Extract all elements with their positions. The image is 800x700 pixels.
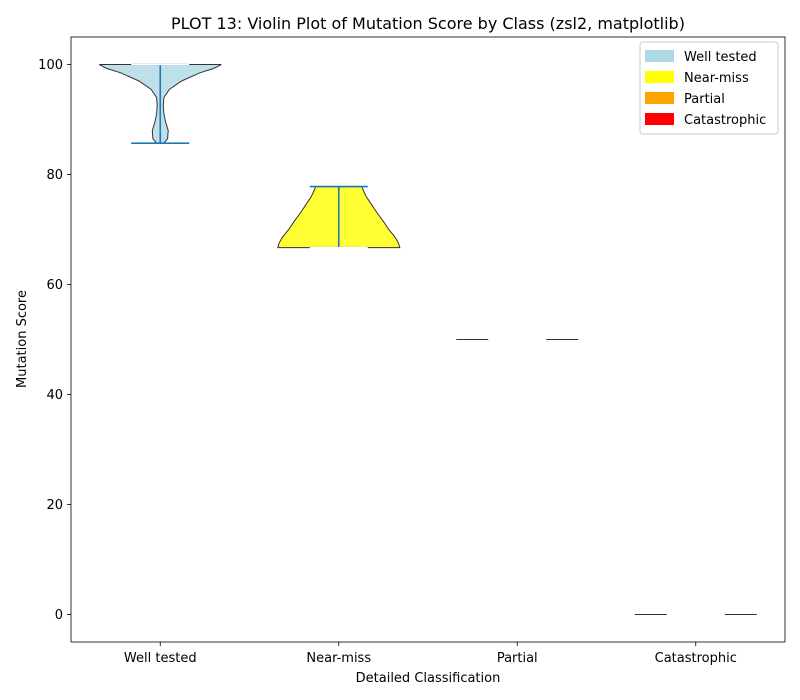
y-tick-label: 60 — [46, 278, 63, 293]
legend-label: Partial — [684, 92, 725, 107]
chart-title: PLOT 13: Violin Plot of Mutation Score b… — [171, 14, 685, 33]
legend-label: Catastrophic — [684, 113, 766, 128]
x-tick-label: Partial — [497, 651, 538, 666]
legend: Well tested Near-miss Partial Catastrophic — [639, 41, 779, 135]
y-tick-label: 80 — [46, 168, 63, 183]
legend-swatch — [645, 92, 674, 104]
legend-swatch — [645, 113, 674, 125]
legend-swatch — [645, 71, 674, 83]
y-tick-label: 40 — [46, 388, 63, 403]
y-tick-label: 20 — [46, 498, 63, 513]
x-tick-label: Well tested — [124, 651, 197, 666]
y-axis-label: Mutation Score — [15, 290, 30, 388]
x-tick-label: Near-miss — [306, 651, 371, 666]
y-tick-label: 100 — [38, 58, 63, 73]
legend-label: Near-miss — [684, 71, 749, 86]
legend-box — [639, 41, 779, 135]
axes-frame — [70, 36, 786, 643]
legend-swatch — [645, 50, 674, 62]
x-tick-label: Catastrophic — [655, 651, 737, 666]
legend-label: Well tested — [684, 50, 757, 65]
x-axis-label: Detailed Classification — [356, 671, 501, 686]
plot-area: 0 20 40 60 80 100 Well tested Near-miss Partial C… — [38, 36, 786, 666]
y-tick-label: 0 — [55, 608, 63, 623]
